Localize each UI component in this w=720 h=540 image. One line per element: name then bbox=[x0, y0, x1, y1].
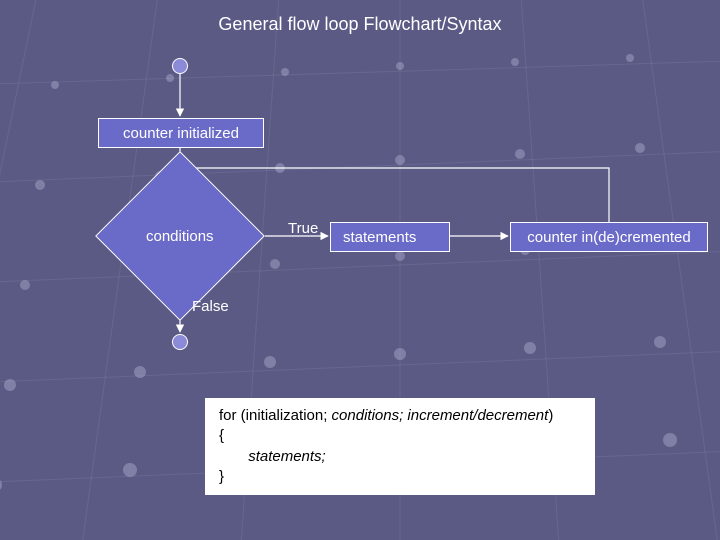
end-node bbox=[172, 334, 188, 350]
true-label: True bbox=[288, 220, 318, 237]
page-title: General flow loop Flowchart/Syntax bbox=[218, 14, 501, 35]
statements-box: statements bbox=[330, 222, 450, 252]
syntax-code-box: for (initialization; conditions; increme… bbox=[205, 398, 595, 495]
init-box: counter initialized bbox=[98, 118, 264, 148]
increment-box: counter in(de)cremented bbox=[510, 222, 708, 252]
statements-label: statements bbox=[343, 229, 416, 246]
condition-label: conditions bbox=[146, 228, 214, 245]
start-node bbox=[172, 58, 188, 74]
increment-label: counter in(de)cremented bbox=[527, 229, 690, 246]
init-label: counter initialized bbox=[123, 125, 239, 142]
false-label: False bbox=[192, 298, 229, 315]
